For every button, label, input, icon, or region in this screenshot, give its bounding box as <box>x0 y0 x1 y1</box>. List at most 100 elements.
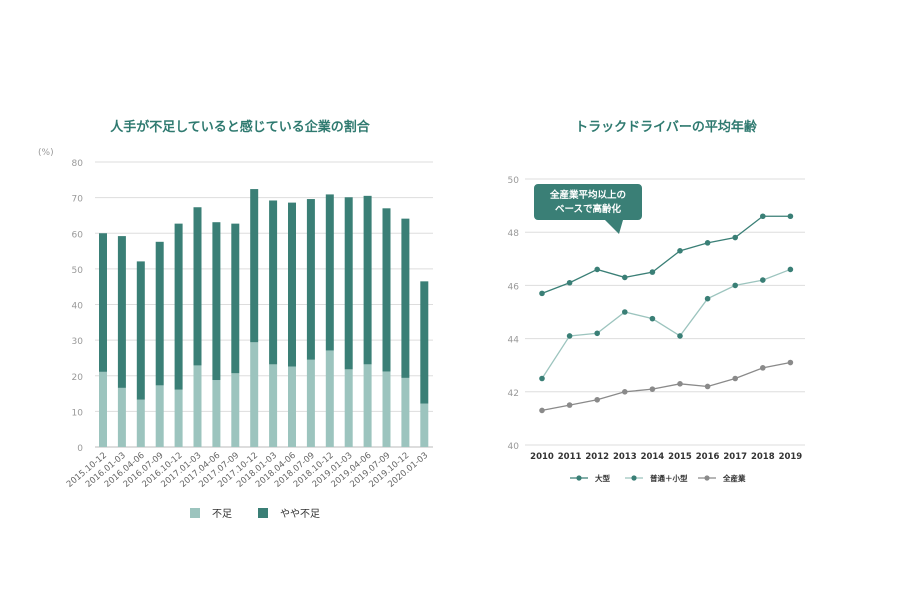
bar-yaya-fusoku <box>174 223 183 390</box>
bar-fusoku <box>420 403 429 447</box>
x-tick-label: 2016 <box>696 452 720 462</box>
bar-fusoku <box>212 380 221 447</box>
y-tick-label: 0 <box>77 444 83 454</box>
data-point <box>539 375 545 382</box>
data-point <box>732 375 738 382</box>
data-point <box>649 315 656 322</box>
data-point <box>732 282 738 289</box>
x-tick-label: 2012 <box>585 452 609 462</box>
series-line <box>541 361 791 412</box>
legend-label: やや不足 <box>280 508 320 520</box>
data-point <box>594 396 600 403</box>
bar-fusoku <box>155 385 164 447</box>
data-point <box>566 279 573 286</box>
x-tick-label: 2011 <box>558 452 582 462</box>
x-tick-label: 2014 <box>641 452 665 462</box>
bar-fusoku <box>99 371 107 447</box>
data-point <box>677 381 683 387</box>
y-tick-label: 40 <box>508 442 520 452</box>
bar-yaya-fusoku <box>117 236 126 388</box>
left-chart-title: 人手が不足していると感じている企業の割合 <box>110 119 371 135</box>
y-tick-label: 46 <box>508 282 520 292</box>
bar-yaya-fusoku <box>288 202 296 367</box>
bar-yaya-fusoku <box>250 189 259 343</box>
legend-marker <box>576 475 582 481</box>
data-point <box>704 240 711 246</box>
annotation-callout <box>534 184 642 234</box>
bar-yaya-fusoku <box>306 199 315 360</box>
series-line <box>541 268 791 379</box>
bar-fusoku <box>325 350 334 447</box>
bar-yaya-fusoku <box>99 233 107 372</box>
data-point <box>622 274 628 281</box>
legend-marker <box>704 475 710 481</box>
legend-label: 全産業 <box>722 473 746 483</box>
bar-fusoku <box>363 364 372 447</box>
data-point <box>787 213 794 220</box>
data-point <box>622 309 628 315</box>
bar-yaya-fusoku <box>155 241 164 386</box>
bar-fusoku <box>401 377 410 447</box>
y-tick-label: 40 <box>72 302 84 312</box>
bar-yaya-fusoku <box>136 261 145 400</box>
y-tick-label: 80 <box>72 159 84 169</box>
bar-yaya-fusoku <box>212 222 221 381</box>
annotation-text: ベースで高齢化 <box>555 203 622 215</box>
bar-yaya-fusoku <box>420 281 429 404</box>
bar-fusoku <box>306 359 315 447</box>
data-point <box>677 248 683 254</box>
data-point <box>622 389 628 395</box>
right-chart-title: トラックドライバーの平均年齢 <box>575 119 758 135</box>
data-point <box>760 213 766 220</box>
bar-fusoku <box>136 399 145 447</box>
y-tick-label: 70 <box>72 195 84 205</box>
bar-fusoku <box>174 389 183 447</box>
data-point <box>594 266 600 273</box>
y-tick-label: 60 <box>72 230 84 240</box>
bar-yaya-fusoku <box>401 218 410 378</box>
bar-yaya-fusoku <box>344 197 353 370</box>
y-tick-label: 48 <box>508 229 520 239</box>
data-point <box>539 407 545 414</box>
bar-yaya-fusoku <box>193 207 202 366</box>
y-tick-label: 30 <box>72 337 84 347</box>
data-point <box>566 402 573 408</box>
annotation-text: 全産業平均以上の <box>549 189 626 201</box>
x-tick-label: 2017 <box>723 452 747 462</box>
data-point <box>677 333 683 339</box>
data-point <box>649 269 656 275</box>
x-tick-label: 2013 <box>613 452 637 462</box>
bar-fusoku <box>288 366 296 447</box>
data-point <box>539 290 545 297</box>
data-point <box>732 234 738 241</box>
bar-yaya-fusoku <box>363 195 372 365</box>
data-point <box>760 277 766 283</box>
data-point <box>704 295 711 302</box>
bar-fusoku <box>250 342 259 447</box>
legend-label: 普通＋小型 <box>650 473 688 483</box>
data-point <box>787 359 794 366</box>
data-point <box>566 333 573 339</box>
data-point <box>649 386 656 392</box>
y-tick-label: 20 <box>72 373 84 383</box>
data-point <box>594 330 600 337</box>
x-tick-label: 2019 <box>779 452 803 462</box>
y-tick-label: 50 <box>72 266 84 276</box>
bar-yaya-fusoku <box>231 223 240 374</box>
legend-marker <box>631 475 637 481</box>
bar-fusoku <box>382 371 391 447</box>
bar-yaya-fusoku <box>269 200 278 365</box>
y-tick-label: 50 <box>508 176 520 186</box>
bar-fusoku <box>193 365 202 447</box>
bar-fusoku <box>344 369 353 447</box>
bar-fusoku <box>269 364 278 447</box>
legend-label: 不足 <box>212 508 232 520</box>
series-line <box>541 215 791 294</box>
legend-swatch <box>258 508 268 518</box>
y-tick-label: 42 <box>508 389 519 399</box>
x-tick-label: 2015 <box>668 452 692 462</box>
data-point <box>704 383 711 390</box>
legend-swatch <box>190 508 200 518</box>
bar-fusoku <box>231 373 240 447</box>
